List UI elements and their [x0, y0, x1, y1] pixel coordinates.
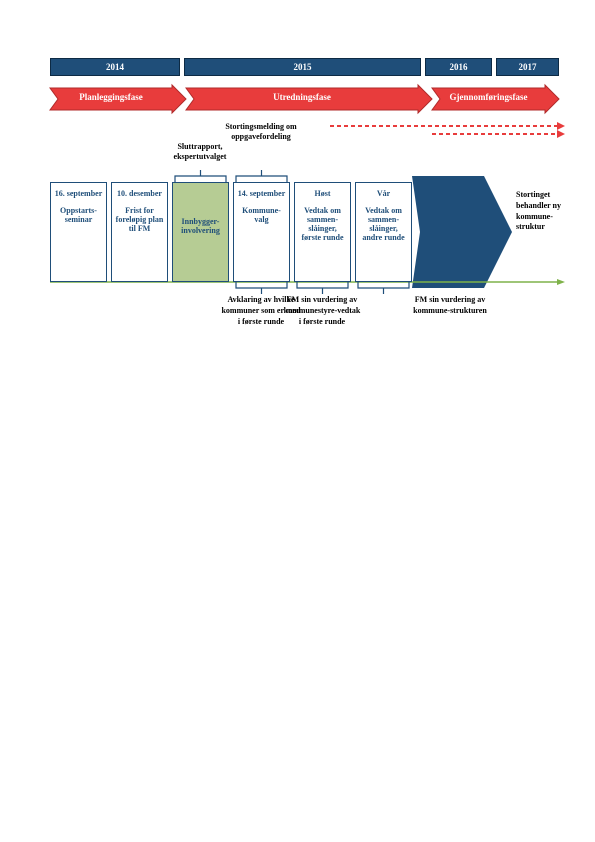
- milestone-box: 14. september Kommune-valg: [233, 182, 290, 282]
- bottom-annotation: FM sin vurdering av kommunestyre-vedtak …: [282, 295, 362, 327]
- year-label: 2016: [426, 62, 491, 72]
- milestone-text: Frist for foreløpig plan til FM: [115, 206, 164, 233]
- milestone-date: Høst: [298, 189, 347, 198]
- top-annotation: Stortingsmelding om oppgavefordeling: [221, 122, 301, 142]
- phase-label: Planleggingsfase: [50, 92, 172, 102]
- milestone-box: Innbygger-involvering: [172, 182, 229, 282]
- top-annotation: Sluttrapport, ekspertutvalget: [160, 142, 240, 162]
- milestone-date: 14. september: [237, 189, 286, 198]
- timeline-diagram: 2014 2015 2016 2017 Planleggingsfase Utrednin…: [0, 0, 595, 842]
- year-label: 2014: [51, 62, 179, 72]
- year-bar: 2017: [496, 58, 559, 76]
- year-bar: 2016: [425, 58, 492, 76]
- milestone-text: Kommune-valg: [237, 206, 286, 224]
- milestone-box: Vår Vedtak om sammen-slåinger, andre rund…: [355, 182, 412, 282]
- milestone-text: Oppstarts-seminar: [54, 206, 103, 224]
- milestone-date: Vår: [359, 189, 408, 198]
- year-bar: 2014: [50, 58, 180, 76]
- milestone-box: Høst Vedtak om sammen-slåinger, første ru…: [294, 182, 351, 282]
- phase-label: Utredningsfase: [186, 92, 418, 102]
- milestone-text: Vedtak om sammen-slåinger, første runde: [298, 206, 347, 242]
- milestone-date: 10. desember: [115, 189, 164, 198]
- right-outcome-text: Stortinget behandler ny kommune-struktur: [516, 190, 572, 233]
- milestone-box: 16. september Oppstarts-seminar: [50, 182, 107, 282]
- bottom-annotation: FM sin vurdering av kommune-strukturen: [410, 295, 490, 317]
- milestone-date: 16. september: [54, 189, 103, 198]
- milestone-box: 10. desember Frist for foreløpig plan til…: [111, 182, 168, 282]
- spacer: [176, 189, 225, 217]
- phase-label: Gjennomføringsfase: [432, 92, 545, 102]
- year-label: 2015: [185, 62, 420, 72]
- year-label: 2017: [497, 62, 558, 72]
- year-bar: 2015: [184, 58, 421, 76]
- milestone-text: Innbygger-involvering: [176, 217, 225, 235]
- milestone-text: Vedtak om sammen-slåinger, andre runde: [359, 206, 408, 242]
